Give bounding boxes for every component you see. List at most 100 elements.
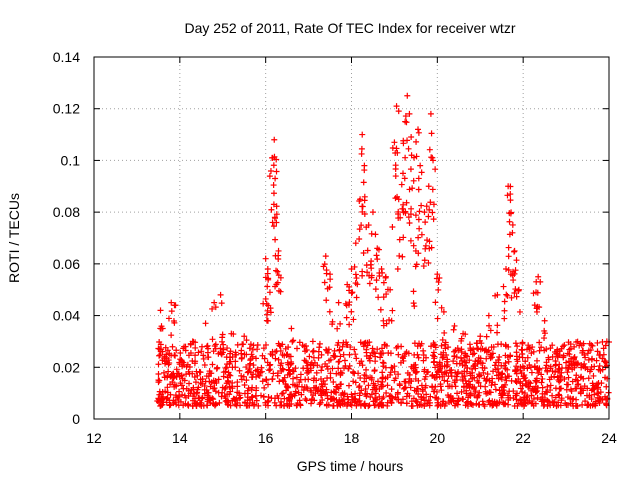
data-point xyxy=(355,384,362,391)
data-point xyxy=(252,392,259,399)
data-point xyxy=(263,300,270,307)
data-point xyxy=(369,349,376,356)
data-point xyxy=(412,364,419,371)
data-point xyxy=(505,358,512,365)
data-point xyxy=(157,352,164,359)
data-point xyxy=(594,339,601,346)
data-point xyxy=(242,400,249,407)
data-point xyxy=(254,346,261,353)
data-point xyxy=(171,319,178,326)
data-point xyxy=(359,362,366,369)
data-point xyxy=(492,292,499,299)
data-point xyxy=(377,306,384,313)
data-point xyxy=(165,315,172,322)
data-point xyxy=(246,345,253,352)
data-point xyxy=(197,380,204,387)
data-point xyxy=(597,389,604,396)
data-point xyxy=(264,283,271,290)
data-point xyxy=(485,347,492,354)
data-point xyxy=(351,346,358,353)
data-point xyxy=(241,390,248,397)
data-point xyxy=(429,383,436,390)
data-point xyxy=(335,358,342,365)
data-point xyxy=(521,390,528,397)
data-point xyxy=(519,339,526,346)
data-point xyxy=(495,371,502,378)
data-point xyxy=(458,388,465,395)
data-point xyxy=(203,343,210,350)
data-point xyxy=(391,139,398,146)
data-point xyxy=(158,325,165,332)
data-point xyxy=(183,371,190,378)
data-point xyxy=(402,384,409,391)
data-point xyxy=(549,392,556,399)
data-point xyxy=(494,329,501,336)
data-point xyxy=(368,374,375,381)
data-point xyxy=(485,312,492,319)
data-point xyxy=(168,308,175,315)
data-point xyxy=(477,346,484,353)
data-point xyxy=(513,370,520,377)
data-point xyxy=(493,359,500,366)
data-point xyxy=(538,344,545,351)
data-point xyxy=(430,216,437,223)
data-point xyxy=(462,331,469,338)
data-point xyxy=(345,301,352,308)
data-point xyxy=(425,368,432,375)
data-point xyxy=(166,360,173,367)
data-point xyxy=(570,395,577,402)
data-point xyxy=(268,206,275,213)
data-point xyxy=(484,371,491,378)
data-point xyxy=(361,167,368,174)
data-point xyxy=(400,201,407,208)
data-point xyxy=(326,308,333,315)
data-point xyxy=(218,350,225,357)
data-point xyxy=(352,280,359,287)
data-point xyxy=(323,270,330,277)
data-point xyxy=(329,318,336,325)
data-point xyxy=(234,379,241,386)
data-point xyxy=(212,341,219,348)
data-point xyxy=(498,394,505,401)
data-point xyxy=(222,398,229,405)
data-point xyxy=(584,350,591,357)
data-point xyxy=(348,290,355,297)
data-point xyxy=(420,351,427,358)
data-point xyxy=(364,247,371,254)
data-point xyxy=(351,263,358,270)
data-point xyxy=(365,382,372,389)
data-point xyxy=(552,369,559,376)
data-point xyxy=(215,376,222,383)
data-point xyxy=(459,376,466,383)
data-point xyxy=(248,351,255,358)
data-point xyxy=(505,343,512,350)
data-point xyxy=(330,395,337,402)
data-point xyxy=(378,402,385,409)
data-point xyxy=(301,357,308,364)
data-point xyxy=(504,366,511,373)
data-point xyxy=(279,377,286,384)
data-point xyxy=(465,378,472,385)
data-point xyxy=(261,384,268,391)
data-point xyxy=(213,365,220,372)
data-point xyxy=(402,378,409,385)
data-point xyxy=(279,365,286,372)
y-tick-label: 0.02 xyxy=(53,359,80,375)
data-point xyxy=(405,145,412,152)
data-point xyxy=(394,149,401,156)
data-point xyxy=(489,375,496,382)
data-point xyxy=(479,398,486,405)
data-point xyxy=(361,210,368,217)
data-point xyxy=(250,402,257,409)
data-point xyxy=(360,250,367,257)
data-point xyxy=(168,332,175,339)
data-point xyxy=(209,361,216,368)
data-point xyxy=(311,375,318,382)
data-point xyxy=(177,356,184,363)
data-point xyxy=(321,279,328,286)
data-point xyxy=(582,354,589,361)
data-point xyxy=(512,286,519,293)
data-point xyxy=(508,209,515,216)
data-point xyxy=(293,383,300,390)
y-axis-ticks: 0 0.02 0.04 0.06 0.08 0.1 0.12 0.14 xyxy=(53,49,609,427)
